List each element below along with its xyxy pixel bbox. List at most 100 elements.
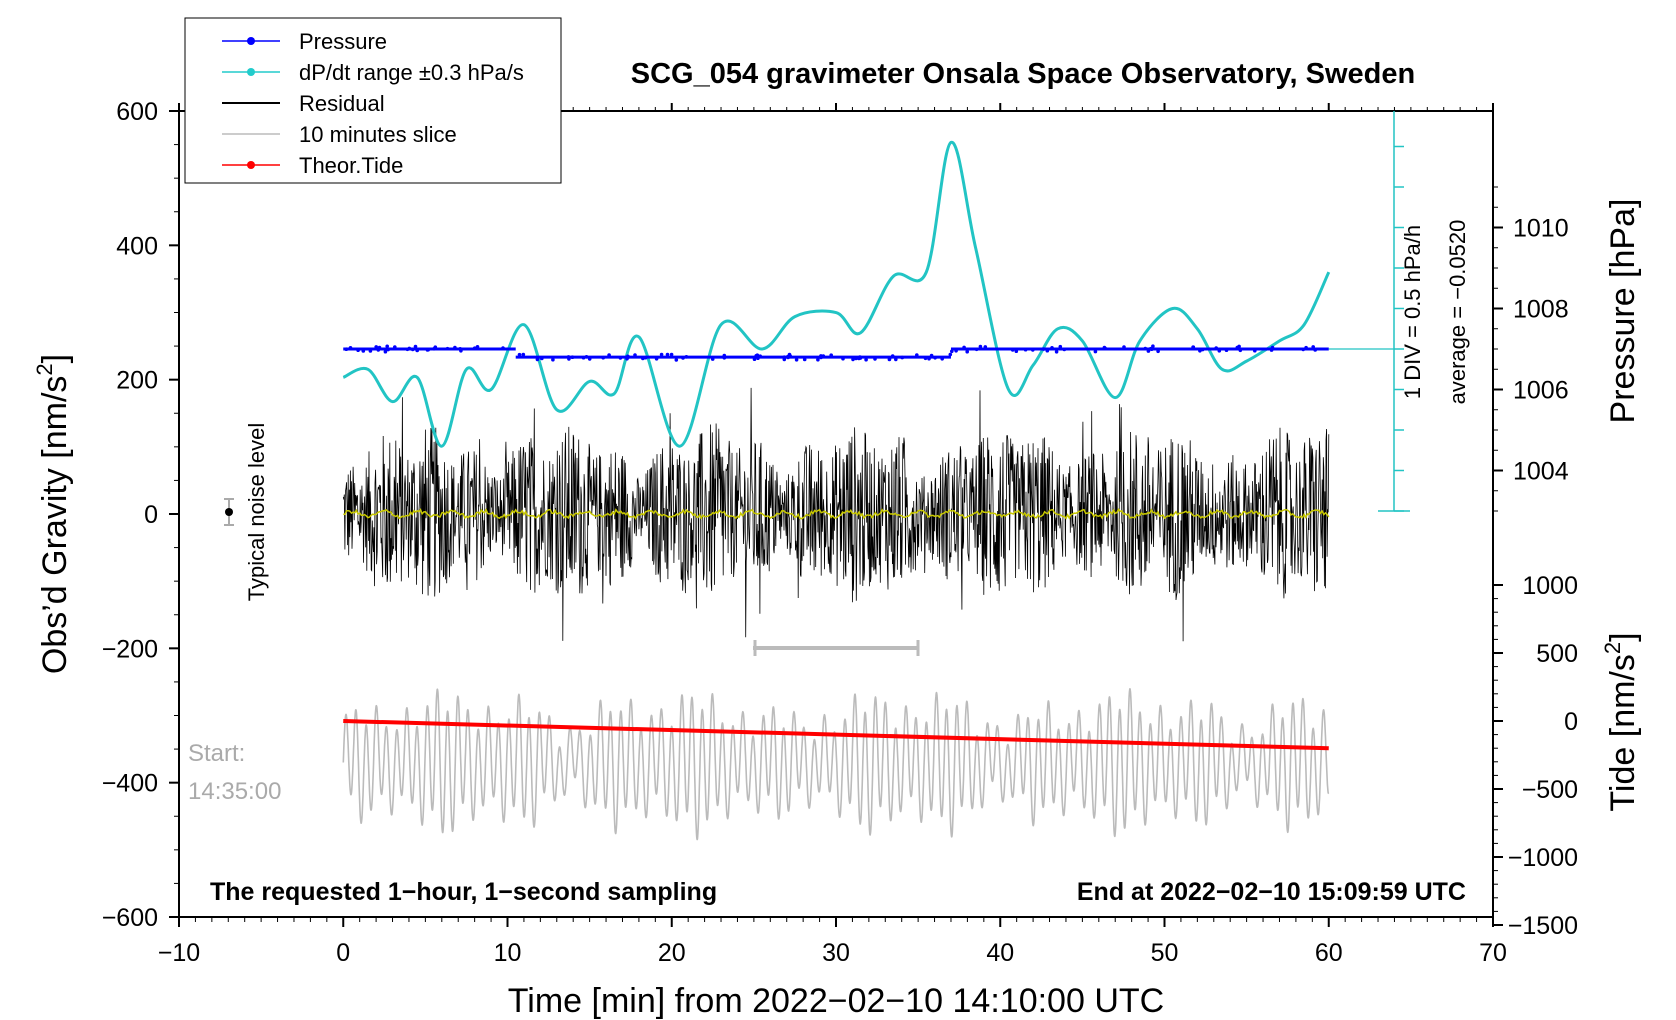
y-axis-label-left-main: Obs’d Gravity [nm/s <box>36 376 74 675</box>
dpdt-scale-bar <box>1378 111 1410 512</box>
pressure-point <box>383 349 388 354</box>
pressure-point <box>1156 349 1160 354</box>
pressure-point <box>978 344 983 349</box>
legend: Pressure dP/dt range ±0.3 hPa/s Residual 10… <box>184 17 562 184</box>
noise-point <box>225 508 233 516</box>
pressure-point <box>669 352 674 357</box>
y-axis-tick-labels: 600 400 200 0 −200 −400 −600 <box>102 98 158 932</box>
pressure-point <box>601 355 605 360</box>
pressure-point <box>535 357 540 362</box>
y-tick-label: 600 <box>116 98 158 126</box>
pressure-tick-label: 1006 <box>1513 377 1569 405</box>
y-tick-label: −400 <box>102 770 158 798</box>
pressure-point <box>1148 346 1153 351</box>
legend-box <box>184 17 562 184</box>
pressure-point <box>643 355 648 360</box>
pressure-point <box>900 355 904 360</box>
pressure-point <box>1235 345 1240 350</box>
pressure-axis-tick-labels: 1010 1008 1006 1004 <box>1513 215 1569 486</box>
y-axis-label-left: Obs’d Gravity [nm/s2] <box>32 354 74 674</box>
pressure-point <box>1122 345 1126 349</box>
tide-tick-label: −1500 <box>1508 912 1578 940</box>
pressure-point <box>368 349 373 353</box>
pressure-point <box>517 352 522 357</box>
pressure-point <box>570 355 575 360</box>
div-label: 1 DIV = 0.5 hPa/h <box>1400 225 1425 399</box>
y-tick-label: 400 <box>116 232 158 260</box>
legend-label: Pressure <box>299 29 387 54</box>
pressure-point <box>1224 348 1229 353</box>
residual-line <box>342 387 1330 642</box>
pressure-point <box>752 357 757 362</box>
pressure-point <box>1023 347 1028 352</box>
pressure-point <box>521 352 526 357</box>
pressure-point <box>1151 344 1155 349</box>
tide-tick-label: 500 <box>1536 640 1578 668</box>
x-tick-label: −10 <box>158 939 200 967</box>
pressure-point <box>425 348 430 352</box>
tide-tick-label: 1000 <box>1522 572 1578 600</box>
pressure-point <box>356 348 360 353</box>
legend-marker <box>247 37 255 45</box>
slice-series-layer <box>342 687 1330 841</box>
pressure-point <box>755 353 760 358</box>
axis-ticks <box>169 103 1503 927</box>
pressure-point <box>410 347 415 352</box>
dpdt-line <box>342 140 1331 448</box>
noise-label: Typical noise level <box>244 423 269 602</box>
pressure-point <box>927 356 931 361</box>
pressure-point <box>819 355 823 360</box>
pressure-point <box>1269 348 1274 352</box>
pressure-point <box>890 354 895 358</box>
y-axis-label-right-bottom: Tide [nm/s2] <box>1600 632 1642 811</box>
pressure-point <box>607 353 611 357</box>
legend-label: dP/dt range ±0.3 hPa/s <box>299 60 524 85</box>
pressure-point <box>654 357 659 361</box>
pressure-point <box>633 353 637 357</box>
pressure-point <box>459 349 463 353</box>
pressure-point <box>1304 345 1308 350</box>
x-tick-label: 30 <box>822 939 850 967</box>
pressure-point <box>950 349 954 354</box>
tide-tick-label: 0 <box>1564 708 1578 736</box>
tide-series-layer <box>343 719 1329 751</box>
pressure-point <box>816 357 820 362</box>
pressure-tick-label: 1010 <box>1513 215 1569 243</box>
pressure-point <box>1054 350 1059 354</box>
pressure-point <box>1143 346 1148 351</box>
y-tick-label: −200 <box>102 635 158 663</box>
pressure-point <box>432 347 436 351</box>
x-tick-label: 10 <box>494 939 522 967</box>
pressure-point <box>1214 346 1218 350</box>
legend-marker <box>247 68 255 76</box>
pressure-point <box>472 346 477 351</box>
tide-tick-label: −1000 <box>1508 844 1578 872</box>
tide-axis-tick-labels: 1000 500 0 −500 −1000 −1500 <box>1508 572 1578 940</box>
pressure-point <box>1313 348 1317 352</box>
y-axis-label-left-sup: 2 <box>32 363 57 375</box>
pressure-point <box>386 347 390 352</box>
pressure-point <box>540 356 544 361</box>
pressure-point <box>665 352 670 357</box>
pressure-point <box>1050 346 1054 350</box>
pressure-point <box>1217 349 1222 353</box>
pressure-point <box>684 355 689 359</box>
pressure-point <box>501 346 505 350</box>
pressure-point <box>974 347 979 352</box>
chart-title: SCG_054 gravimeter Onsala Space Observat… <box>631 58 1415 90</box>
pressure-point <box>923 356 928 361</box>
pressure-point <box>587 357 592 361</box>
pressure-point <box>415 348 420 353</box>
x-axis-tick-labels: −10 0 10 20 30 40 50 60 70 <box>158 939 1507 967</box>
pressure-point <box>659 352 664 357</box>
x-tick-label: 40 <box>986 939 1014 967</box>
end-time-note: End at 2022−02−10 15:09:59 UTC <box>1077 878 1466 906</box>
tide-axis-label-end: ] <box>1604 632 1642 641</box>
y-axis-label-right-top: Pressure [hPa] <box>1604 199 1642 424</box>
pressure-point <box>445 346 450 351</box>
x-tick-label: 60 <box>1315 939 1343 967</box>
pressure-point <box>393 345 397 349</box>
pressure-point <box>581 355 586 360</box>
slice-line <box>342 687 1330 841</box>
